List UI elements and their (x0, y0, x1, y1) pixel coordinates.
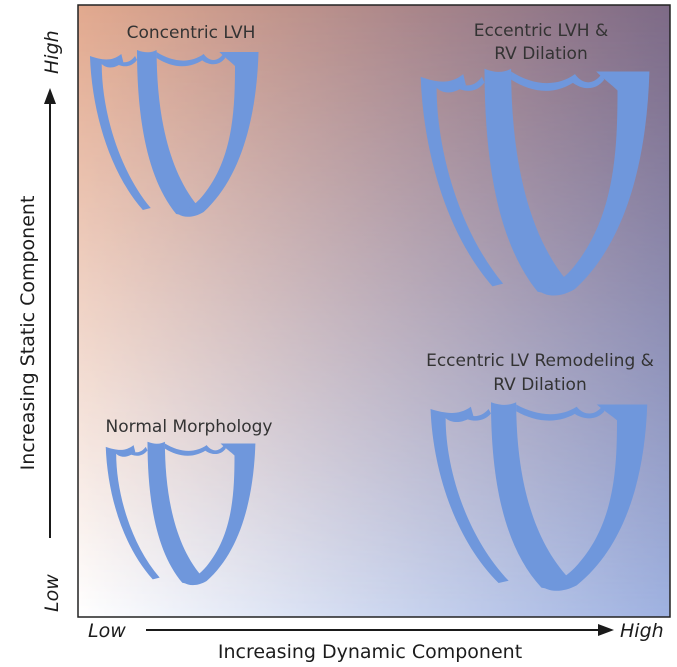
x-axis-high-label: High (620, 620, 664, 642)
x-axis-title: Increasing Dynamic Component (218, 641, 522, 663)
x-axis-low-label: Low (88, 620, 126, 642)
label-eccentric-lv-remodeling-line2: RV Dilation (493, 375, 586, 395)
y-axis-low-label: Low (41, 574, 63, 612)
x-axis-arrowhead-icon (598, 624, 614, 636)
label-concentric-lvh: Concentric LVH (127, 23, 256, 43)
y-axis-title: Increasing Static Component (17, 196, 39, 471)
y-axis-arrowhead-icon (44, 88, 56, 104)
y-axis: High Low Increasing Static Component (17, 30, 63, 612)
background-gradient (77, 4, 671, 618)
label-eccentric-lv-remodeling-line1: Eccentric LV Remodeling & (426, 351, 654, 371)
label-eccentric-lvh-line1: Eccentric LVH & (474, 21, 608, 41)
y-axis-high-label: High (41, 30, 63, 74)
label-eccentric-lvh-line2: RV Dilation (494, 44, 587, 64)
x-axis: Low High Increasing Dynamic Component (88, 620, 664, 663)
label-normal-morphology: Normal Morphology (106, 417, 273, 437)
